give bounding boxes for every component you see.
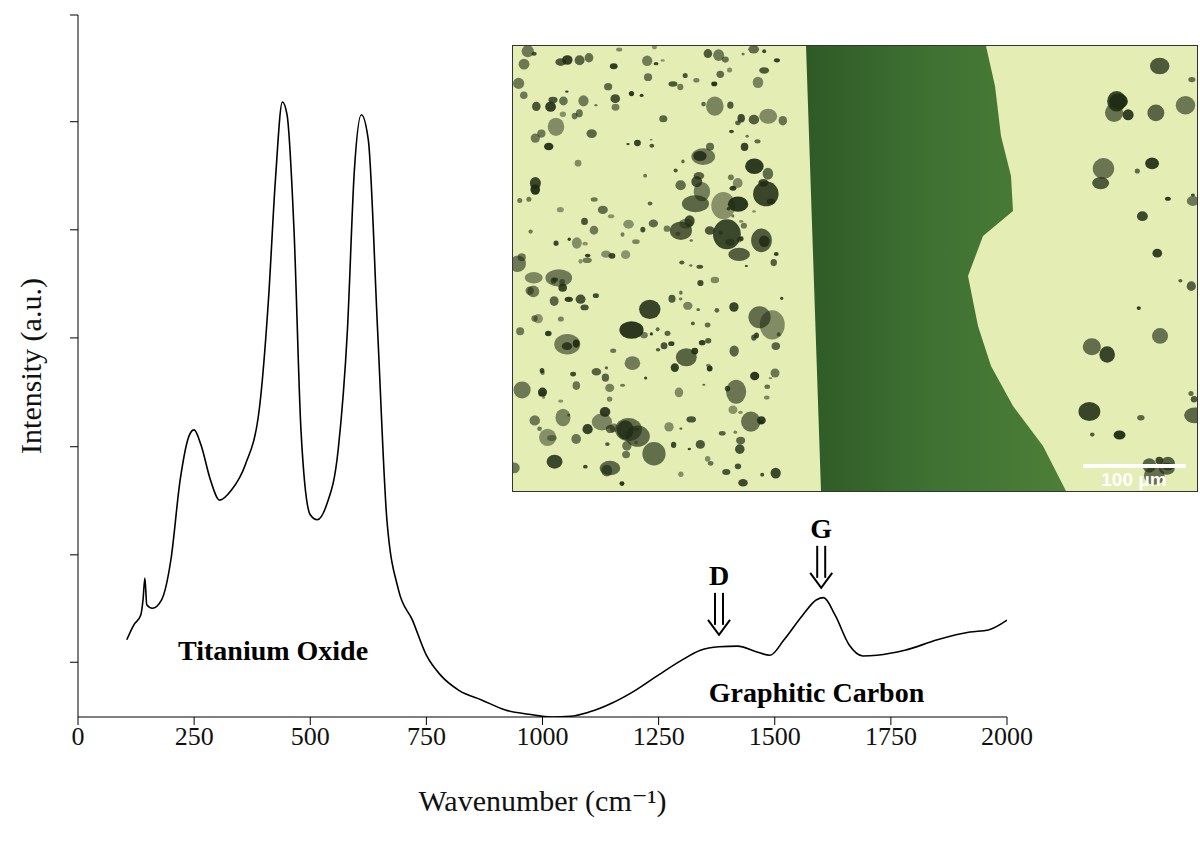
svg-text:Titanium Oxide: Titanium Oxide — [178, 635, 368, 666]
svg-text:750: 750 — [407, 722, 446, 751]
svg-text:250: 250 — [175, 722, 214, 751]
svg-text:1500: 1500 — [749, 722, 801, 751]
svg-text:Graphitic Carbon: Graphitic Carbon — [709, 677, 925, 708]
svg-text:Intensity (a.u.): Intensity (a.u.) — [14, 278, 48, 454]
svg-text:1750: 1750 — [865, 722, 917, 751]
svg-text:500: 500 — [291, 722, 330, 751]
svg-text:1000: 1000 — [517, 722, 569, 751]
svg-text:1250: 1250 — [633, 722, 685, 751]
svg-text:0: 0 — [72, 722, 85, 751]
svg-text:Wavenumber (cm⁻¹): Wavenumber (cm⁻¹) — [418, 784, 666, 818]
svg-text:G: G — [810, 513, 832, 544]
svg-text:2000: 2000 — [981, 722, 1033, 751]
svg-text:100 μm: 100 μm — [1101, 469, 1167, 490]
svg-text:D: D — [709, 560, 729, 591]
